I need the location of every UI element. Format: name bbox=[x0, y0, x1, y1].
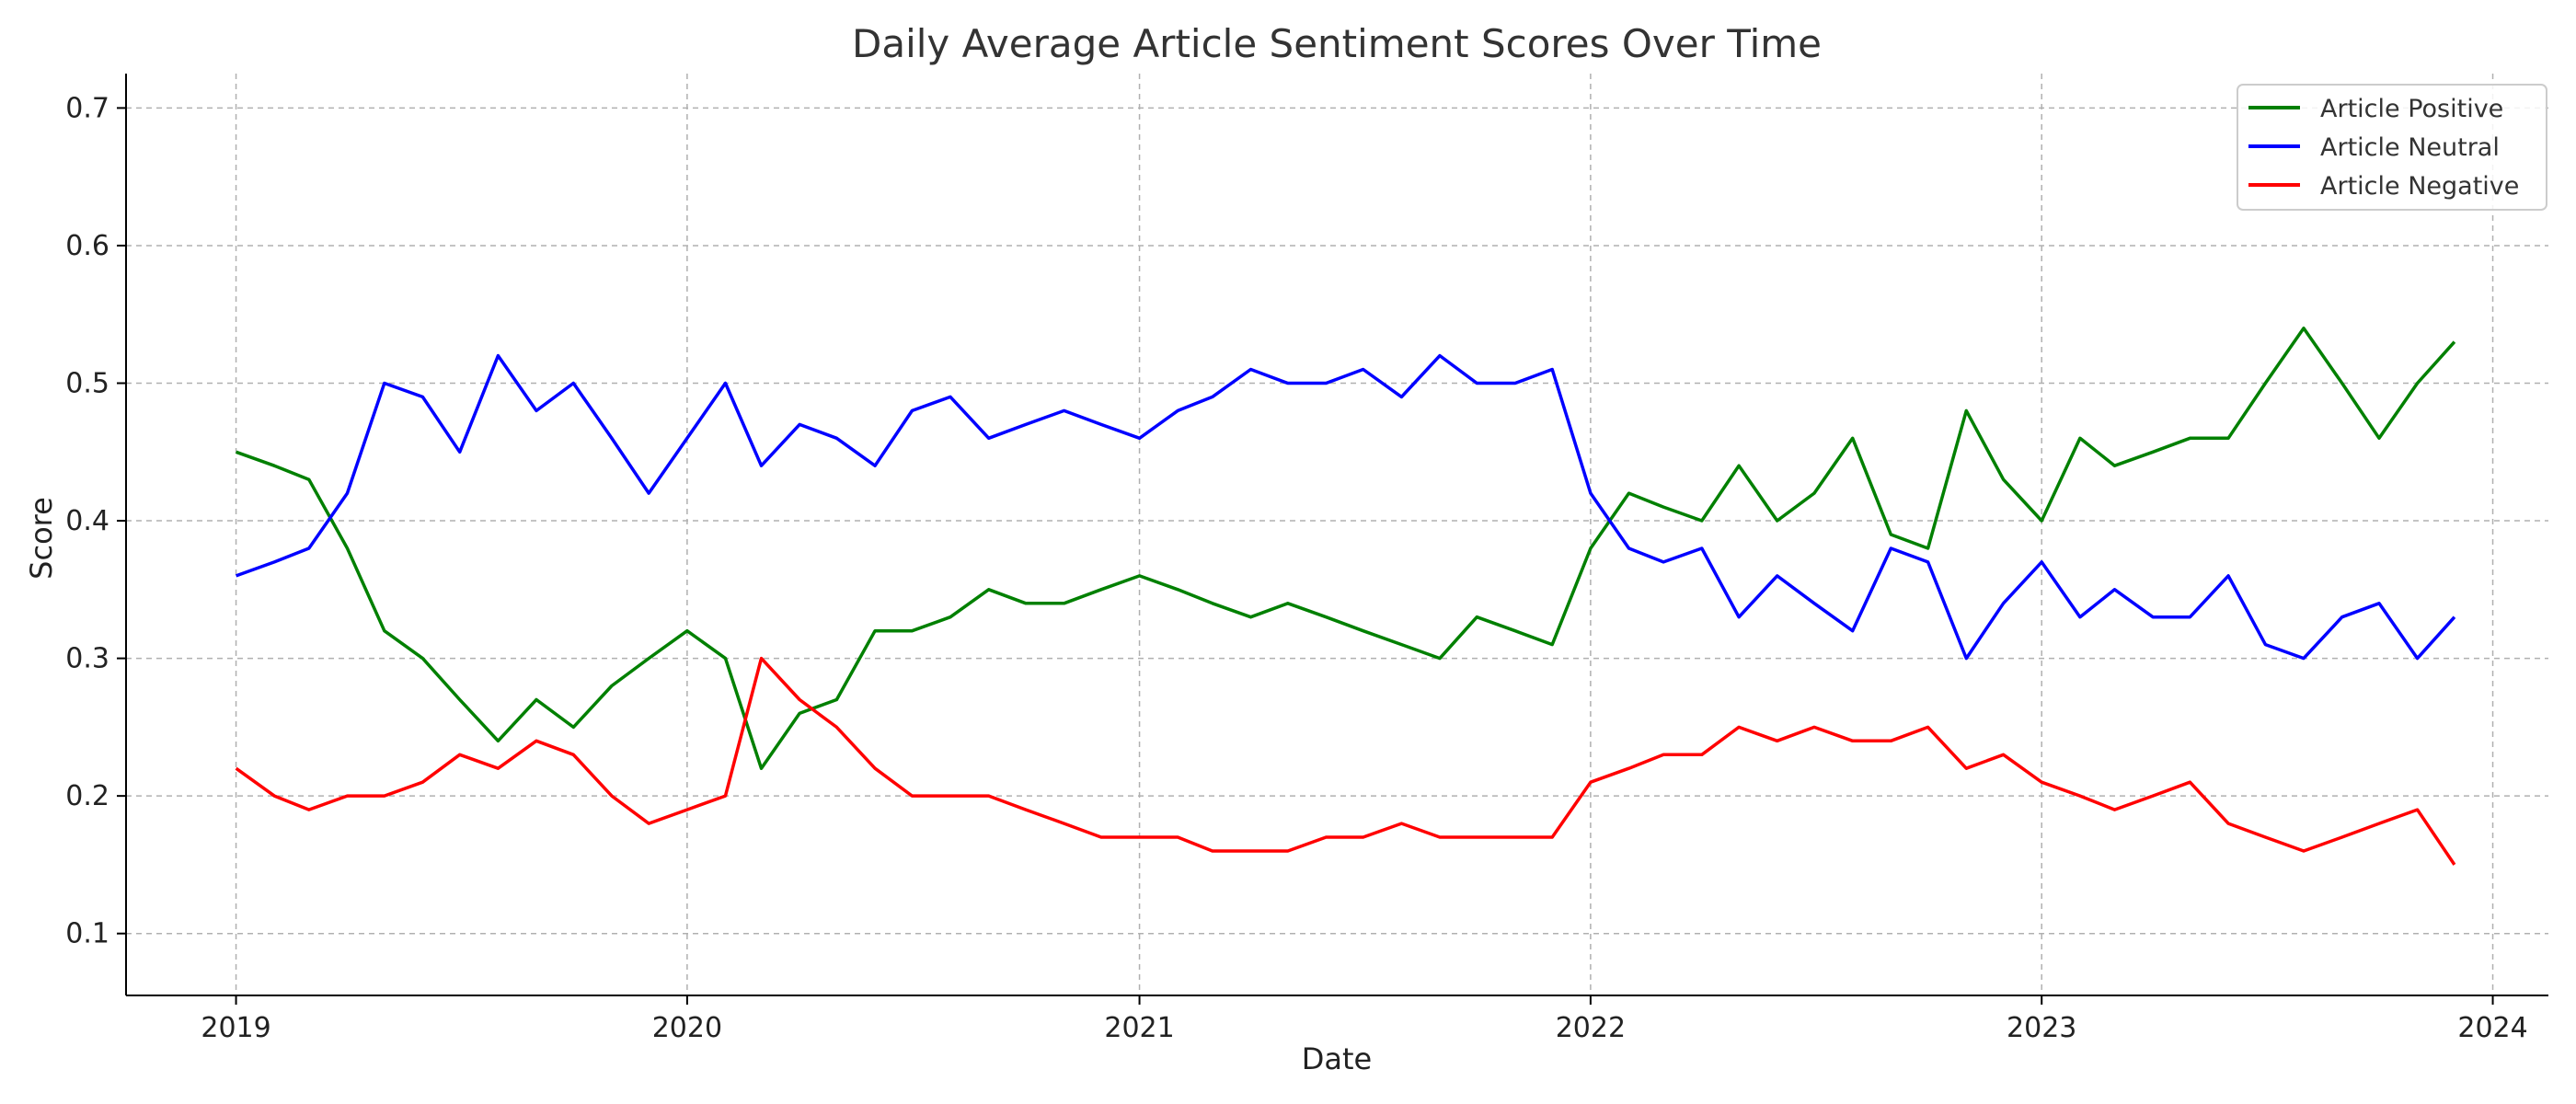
series-line-positive bbox=[236, 326, 2456, 770]
x-tick-label: 2024 bbox=[2457, 1012, 2527, 1044]
y-tick-label: 0.1 bbox=[65, 918, 109, 950]
y-tick-label: 0.4 bbox=[65, 505, 109, 537]
x-tick-label: 2022 bbox=[1556, 1012, 1626, 1044]
y-tick-label: 0.5 bbox=[65, 367, 109, 399]
x-tick-label: 2023 bbox=[2007, 1012, 2076, 1044]
grid-layer bbox=[126, 74, 2548, 995]
chart-title: Daily Average Article Sentiment Scores O… bbox=[852, 21, 1822, 66]
axes-layer bbox=[125, 74, 2548, 996]
y-tick-label: 0.7 bbox=[65, 92, 109, 124]
x-tick-label: 2019 bbox=[201, 1012, 270, 1044]
series-layer bbox=[235, 326, 2456, 866]
legend: Article Positive Article Neutral Article… bbox=[2237, 84, 2547, 211]
x-axis-label: Date bbox=[1302, 1041, 1372, 1076]
y-tick-label: 0.6 bbox=[65, 230, 109, 262]
legend-label-positive: Article Positive bbox=[2320, 95, 2503, 123]
x-tick-label: 2021 bbox=[1104, 1012, 1174, 1044]
y-tick-label: 0.3 bbox=[65, 643, 109, 675]
series-line-neutral bbox=[236, 353, 2456, 661]
series-line-negative bbox=[235, 656, 2456, 866]
y-axis-label: Score bbox=[24, 497, 59, 580]
x-tick-label: 2020 bbox=[652, 1012, 722, 1044]
legend-label-negative: Article Negative bbox=[2320, 172, 2519, 201]
legend-box bbox=[2237, 84, 2547, 211]
ticks-layer: 2019 2020 2021 2022 2023 2024 0.1 0.2 0.3 0.4 0.5 0… bbox=[65, 92, 2527, 1044]
legend-label-neutral: Article Neutral bbox=[2320, 133, 2500, 162]
y-tick-label: 0.2 bbox=[65, 780, 109, 812]
